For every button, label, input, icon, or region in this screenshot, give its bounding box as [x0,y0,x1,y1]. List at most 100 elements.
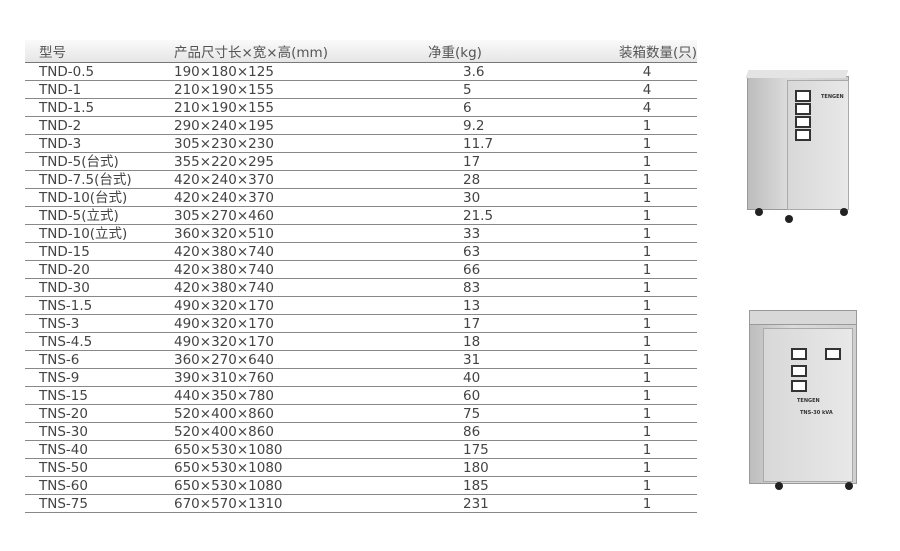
cell-qty: 1 [642,460,652,476]
table-row: TND-2 290×240×195 9.2 1 [25,117,697,135]
cell-model: TND-15 [39,244,90,260]
cell-model: TNS-4.5 [39,334,93,350]
cell-model: TNS-20 [39,406,88,422]
table-row: TND-20 420×380×740 66 1 [25,261,697,279]
cell-qty: 1 [642,136,652,152]
cell-size: 360×320×510 [174,226,274,242]
cell-model: TNS-40 [39,442,88,458]
cell-model: TNS-15 [39,388,88,404]
cell-model: TND-2 [39,118,82,134]
cell-size: 420×240×370 [174,172,274,188]
brand-label: TENGEN [821,94,844,100]
cell-weight: 6 [463,100,472,116]
cell-size: 305×270×460 [174,208,274,224]
cell-model: TNS-30 [39,424,88,440]
cell-size: 650×530×1080 [174,442,283,458]
cell-qty: 1 [642,208,652,224]
cell-weight: 21.5 [463,208,494,224]
cell-weight: 30 [463,190,481,206]
table-row: TNS-15 440×350×780 60 1 [25,387,697,405]
cell-size: 390×310×760 [174,370,274,386]
cell-weight: 40 [463,370,481,386]
table-row: TND-10(台式) 420×240×370 30 1 [25,189,697,207]
cell-qty: 1 [642,424,652,440]
cell-qty: 1 [642,118,652,134]
cell-model: TNS-3 [39,316,80,332]
table-row: TNS-30 520×400×860 86 1 [25,423,697,441]
brand-label-2: TENGEN [797,398,820,404]
cell-size: 650×530×1080 [174,460,283,476]
cell-size: 305×230×230 [174,136,274,152]
cell-qty: 1 [642,334,652,350]
cell-weight: 28 [463,172,481,188]
cell-size: 355×220×295 [174,154,274,170]
table-row: TNS-9 390×310×760 40 1 [25,369,697,387]
cell-model: TND-10(台式) [39,190,128,206]
cell-size: 520×400×860 [174,406,274,422]
header-model: 型号 [39,45,66,61]
cell-qty: 1 [642,244,652,260]
cell-size: 490×320×170 [174,316,274,332]
cell-qty: 1 [642,316,652,332]
cell-weight: 180 [463,460,489,476]
cell-model: TNS-1.5 [39,298,93,314]
cell-qty: 1 [642,388,652,404]
cell-weight: 3.6 [463,64,485,80]
cell-size: 420×380×740 [174,244,274,260]
table-row: TND-5(台式) 355×220×295 17 1 [25,153,697,171]
cell-model: TNS-75 [39,496,88,512]
cell-size: 360×270×640 [174,352,274,368]
table-row: TNS-40 650×530×1080 175 1 [25,441,697,459]
cell-model: TNS-9 [39,370,80,386]
cell-model: TND-1.5 [39,100,95,116]
cell-weight: 231 [463,496,489,512]
table-row: TNS-50 650×530×1080 180 1 [25,459,697,477]
cell-weight: 18 [463,334,481,350]
header-qty: 装箱数量(只) [618,45,697,61]
table-row: TND-3 305×230×230 11.7 1 [25,135,697,153]
cell-qty: 1 [642,154,652,170]
product-image-tnd: TENGEN [745,70,855,225]
cell-model: TND-10(立式) [39,226,128,242]
table-row: TNS-20 520×400×860 75 1 [25,405,697,423]
cell-weight: 75 [463,406,481,422]
cell-qty: 1 [642,190,652,206]
cell-qty: 1 [642,406,652,422]
cell-size: 520×400×860 [174,424,274,440]
cell-model: TNS-60 [39,478,88,494]
table-row: TND-10(立式) 360×320×510 33 1 [25,225,697,243]
cell-size: 420×380×740 [174,280,274,296]
cell-size: 210×190×155 [174,82,274,98]
cell-weight: 31 [463,352,481,368]
cell-qty: 1 [642,442,652,458]
table-row: TND-5(立式) 305×270×460 21.5 1 [25,207,697,225]
cell-qty: 4 [642,82,652,98]
cell-weight: 175 [463,442,489,458]
table-row: TND-1.5 210×190×155 6 4 [25,99,697,117]
cell-qty: 1 [642,370,652,386]
cell-weight: 33 [463,226,481,242]
cell-model: TND-3 [39,136,82,152]
table-row: TNS-3 490×320×170 17 1 [25,315,697,333]
cell-weight: 5 [463,82,472,98]
table-row: TNS-75 670×570×1310 231 1 [25,495,697,513]
cell-model: TND-5(立式) [39,208,119,224]
model-label: TNS-30 kVA [800,410,833,416]
cell-size: 490×320×170 [174,334,274,350]
table-row: TNS-60 650×530×1080 185 1 [25,477,697,495]
cell-weight: 86 [463,424,481,440]
table-row: TND-15 420×380×740 63 1 [25,243,697,261]
cell-weight: 17 [463,154,481,170]
cell-qty: 1 [642,496,652,512]
table-row: TND-0.5 190×180×125 3.6 4 [25,63,697,81]
cell-size: 420×240×370 [174,190,274,206]
cell-qty: 1 [642,352,652,368]
cell-size: 420×380×740 [174,262,274,278]
cell-model: TND-1 [39,82,82,98]
cell-qty: 4 [642,100,652,116]
cell-weight: 13 [463,298,481,314]
cell-model: TND-20 [39,262,90,278]
product-image-tns: TENGEN TNS-30 kVA [745,310,860,495]
cell-qty: 1 [642,262,652,278]
cell-size: 490×320×170 [174,298,274,314]
